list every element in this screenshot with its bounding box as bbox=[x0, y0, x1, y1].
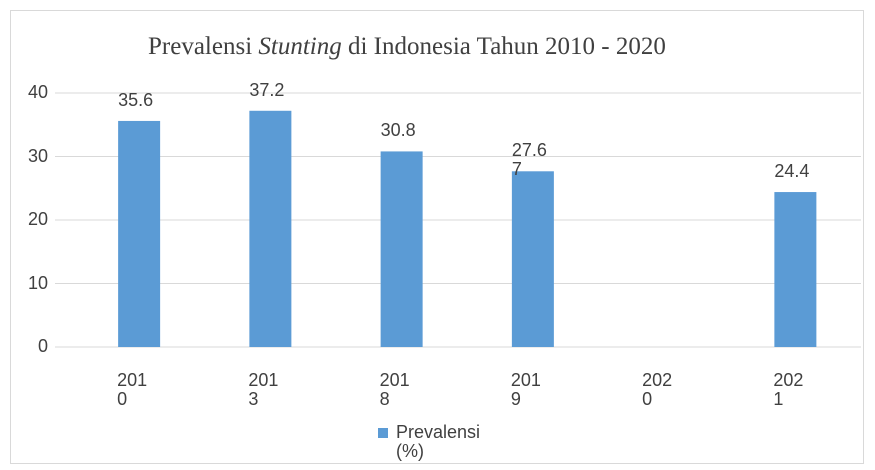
x-tick-label: 2021 bbox=[773, 370, 804, 409]
title-part: Stunting bbox=[258, 33, 342, 60]
y-tick-label: 0 bbox=[37, 336, 48, 356]
x-tick-label: 2020 bbox=[642, 370, 673, 409]
bar bbox=[118, 120, 161, 347]
x-tick-label: 2013 bbox=[248, 370, 279, 409]
chart-title: Prevalensi Stunting di Indonesia Tahun 2… bbox=[148, 33, 748, 60]
data-label: 37.2 bbox=[249, 79, 285, 100]
y-tick-label: 10 bbox=[27, 272, 48, 293]
x-tick-label: 2010 bbox=[117, 370, 148, 409]
x-tick-label: 2019 bbox=[510, 370, 541, 409]
title-part: di Indonesia Tahun 2010 - 2020 bbox=[341, 33, 666, 60]
bar bbox=[774, 192, 817, 347]
title-part: Prevalensi bbox=[148, 33, 259, 60]
x-tick-label: 2018 bbox=[379, 370, 410, 409]
y-tick-label: 40 bbox=[27, 82, 48, 102]
data-label: 24.4 bbox=[774, 161, 810, 182]
bar bbox=[380, 151, 423, 347]
y-tick-label: 20 bbox=[27, 209, 48, 229]
bar bbox=[511, 171, 554, 347]
data-label: 27.67 bbox=[511, 140, 547, 180]
data-label: 30.8 bbox=[380, 120, 416, 141]
chart-frame bbox=[10, 10, 864, 464]
y-tick-label: 30 bbox=[27, 145, 48, 166]
legend-label: Prevalensi (%) bbox=[396, 422, 481, 461]
legend-swatch bbox=[378, 428, 388, 438]
bar bbox=[249, 110, 292, 347]
data-label: 35.6 bbox=[118, 89, 154, 110]
